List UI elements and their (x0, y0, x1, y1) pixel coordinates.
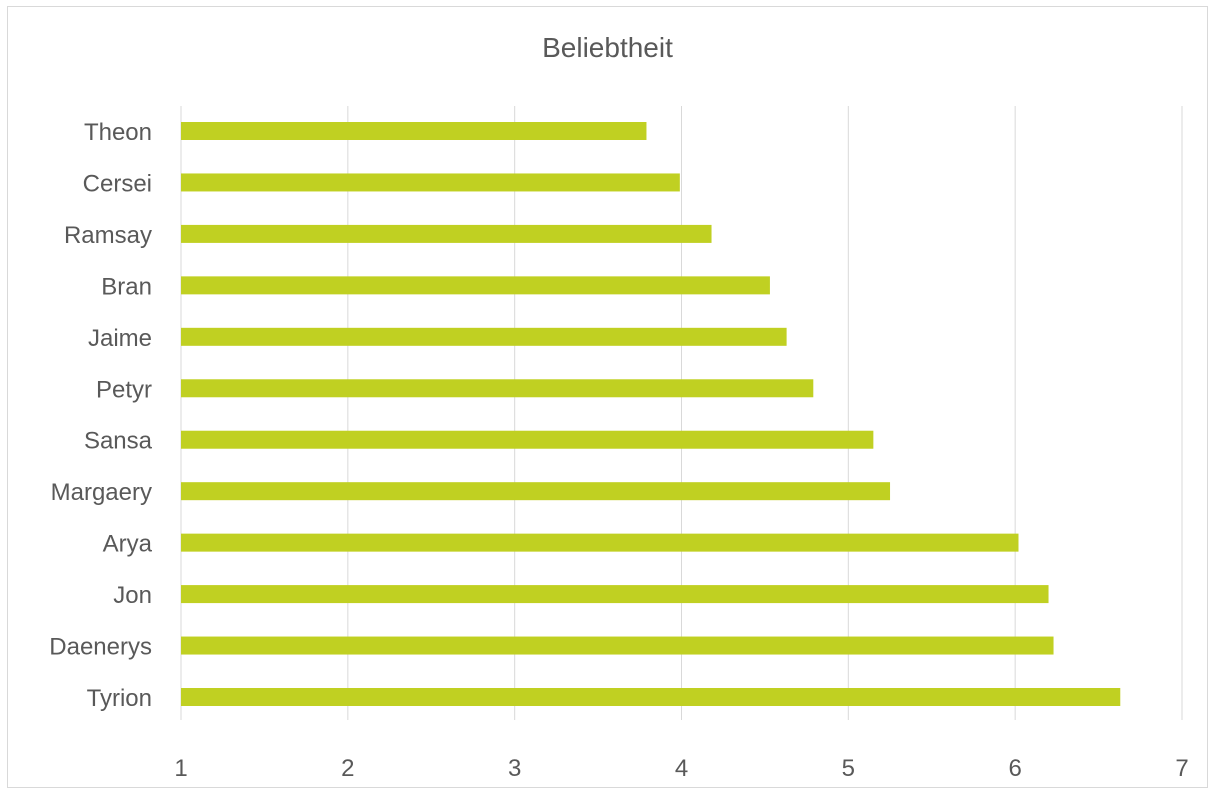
bar-jon (181, 585, 1049, 604)
y-tick-label: Arya (103, 531, 153, 558)
bar-cersei (181, 173, 680, 192)
bar-jaime (181, 327, 787, 346)
bar-arya (181, 533, 1019, 552)
y-tick-label: Bran (101, 273, 152, 300)
y-tick-label: Ramsay (64, 222, 152, 249)
bar-margaery (181, 482, 891, 501)
x-tick-label: 2 (341, 755, 354, 782)
x-tick-label: 5 (842, 755, 855, 782)
y-tick-label: Daenerys (49, 634, 152, 661)
bar-bran (181, 276, 770, 295)
x-tick-label: 1 (174, 755, 187, 782)
x-tick-label: 3 (508, 755, 521, 782)
y-tick-label: Jon (113, 582, 152, 609)
y-tick-label: Sansa (84, 428, 153, 455)
x-tick-label: 7 (1175, 755, 1188, 782)
bar-ramsay (181, 224, 712, 243)
x-tick-label: 6 (1008, 755, 1021, 782)
chart-title: Beliebtheit (542, 32, 673, 63)
bar-tyrion (181, 688, 1121, 706)
y-tick-label: Theon (84, 119, 152, 146)
bar-daenerys (181, 636, 1054, 655)
y-tick-label: Cersei (83, 170, 152, 197)
y-tick-label: Tyrion (87, 685, 152, 712)
x-tick-label: 4 (675, 755, 688, 782)
bar-petyr (181, 379, 814, 398)
y-tick-label: Petyr (96, 376, 152, 403)
bar-theon (181, 122, 647, 140)
y-tick-label: Margaery (51, 479, 152, 506)
bar-sansa (181, 430, 874, 449)
y-tick-label: Jaime (88, 325, 152, 352)
